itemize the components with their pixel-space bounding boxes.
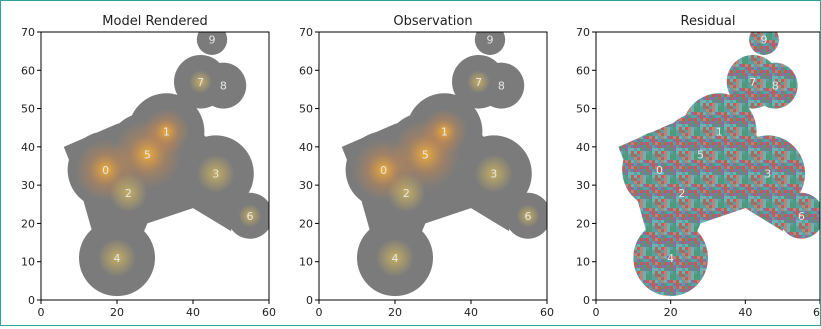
source-footprint-9 [749, 32, 779, 55]
y-tick-label: 60 [299, 64, 313, 77]
image-area: 0 1 2 3 4 5 6 7 8 9 [618, 32, 820, 297]
source-glow-6 [238, 204, 262, 228]
source-glow-3 [474, 154, 513, 193]
x-tick-label: 40 [464, 306, 478, 319]
source-label: 9 [209, 34, 216, 47]
panel-title: Model Rendered [102, 14, 207, 29]
axes-frame [318, 31, 548, 301]
source-label: 0 [656, 164, 663, 177]
panel-2: 0 1 2 3 4 5 6 7 8 9 Observation 0 20 40 60 0 10 20 30 40 50 6… [299, 14, 554, 319]
source-label: 3 [764, 168, 771, 181]
y-tick-label: 20 [299, 217, 313, 230]
source-footprint-body [618, 108, 791, 278]
image-area: 0 1 2 3 4 5 6 7 8 9 [63, 32, 269, 297]
source-label: 2 [678, 187, 685, 200]
source-label: 3 [212, 168, 219, 181]
source-label: 0 [102, 164, 109, 177]
y-tick-label: 10 [576, 256, 590, 269]
y-tick-label: 70 [576, 26, 590, 39]
source-label: 6 [798, 210, 805, 223]
source-label: 8 [772, 80, 779, 93]
y-tick-label: 40 [576, 141, 590, 154]
source-label: 9 [487, 34, 494, 47]
x-tick-label: 40 [186, 306, 200, 319]
source-glow-7 [467, 70, 490, 94]
source-glow-4 [98, 238, 136, 278]
y-tick-label: 60 [21, 64, 35, 77]
y-tick-label: 20 [576, 217, 590, 230]
y-tick-label: 50 [299, 103, 313, 116]
x-tick-label: 60 [540, 306, 554, 319]
y-tick-label: 20 [21, 217, 35, 230]
source-label: 5 [422, 149, 429, 162]
image-area: 0 1 2 3 4 5 6 7 8 9 [341, 32, 547, 297]
source-glow-4 [376, 238, 414, 278]
source-glow-1 [421, 108, 468, 155]
source-footprint-8 [200, 62, 247, 109]
source-label: 4 [667, 252, 674, 265]
x-tick-label: 60 [262, 306, 276, 319]
y-tick-label: 10 [21, 256, 35, 269]
source-label: 1 [716, 126, 723, 139]
y-tick-label: 0 [306, 294, 313, 307]
y-tick-label: 0 [28, 294, 35, 307]
x-tick-label: 0 [38, 306, 45, 319]
source-label: 1 [163, 126, 170, 139]
source-glow-6 [516, 204, 540, 228]
panel-title: Observation [393, 14, 472, 29]
source-label: 9 [761, 34, 768, 47]
source-label: 7 [197, 76, 204, 89]
y-tick-label: 70 [21, 26, 35, 39]
source-label: 8 [220, 80, 227, 93]
panel-3: 0 1 2 3 4 5 6 7 8 9 Residual 0 20 40 60 0 10 20 30 40 50 60 70 [576, 14, 821, 319]
x-tick-label: 0 [593, 306, 600, 319]
source-label: 3 [490, 168, 497, 181]
source-glow-2 [109, 173, 148, 212]
y-tick-label: 50 [21, 103, 35, 116]
source-label: 2 [403, 187, 410, 200]
x-tick-label: 20 [664, 306, 678, 319]
source-glow-1 [143, 108, 190, 155]
source-label: 7 [749, 76, 756, 89]
source-label: 8 [498, 80, 505, 93]
x-tick-label: 20 [388, 306, 402, 319]
y-tick-label: 10 [299, 256, 313, 269]
source-glow-2 [387, 173, 426, 212]
source-footprint-9 [474, 32, 506, 55]
source-footprint-8 [478, 62, 525, 109]
source-footprint-9 [196, 32, 228, 55]
x-tick-label: 60 [813, 306, 820, 319]
source-glow-3 [196, 154, 235, 193]
source-label: 4 [392, 252, 399, 265]
source-label: 2 [125, 187, 132, 200]
y-tick-label: 30 [21, 179, 35, 192]
source-glow-7 [189, 70, 213, 94]
y-tick-label: 40 [299, 141, 313, 154]
y-tick-label: 70 [299, 26, 313, 39]
source-label: 1 [441, 126, 448, 139]
panel-title: Residual [681, 14, 736, 29]
source-footprint-8 [752, 62, 798, 109]
y-tick-label: 30 [576, 179, 590, 192]
x-tick-label: 40 [738, 306, 752, 319]
source-label: 0 [380, 164, 387, 177]
y-tick-label: 50 [576, 103, 590, 116]
y-tick-label: 40 [21, 141, 35, 154]
axes-frame [40, 31, 270, 301]
x-tick-label: 0 [316, 306, 323, 319]
source-label: 4 [114, 252, 121, 265]
source-label: 5 [144, 149, 151, 162]
y-tick-label: 60 [576, 64, 590, 77]
source-label: 5 [697, 149, 704, 162]
y-tick-label: 0 [583, 294, 590, 307]
source-footprint-6 [778, 192, 820, 239]
source-label: 6 [525, 210, 532, 223]
source-label: 7 [475, 76, 482, 89]
y-tick-label: 30 [299, 179, 313, 192]
source-label: 6 [247, 210, 254, 223]
x-tick-label: 20 [110, 306, 124, 319]
